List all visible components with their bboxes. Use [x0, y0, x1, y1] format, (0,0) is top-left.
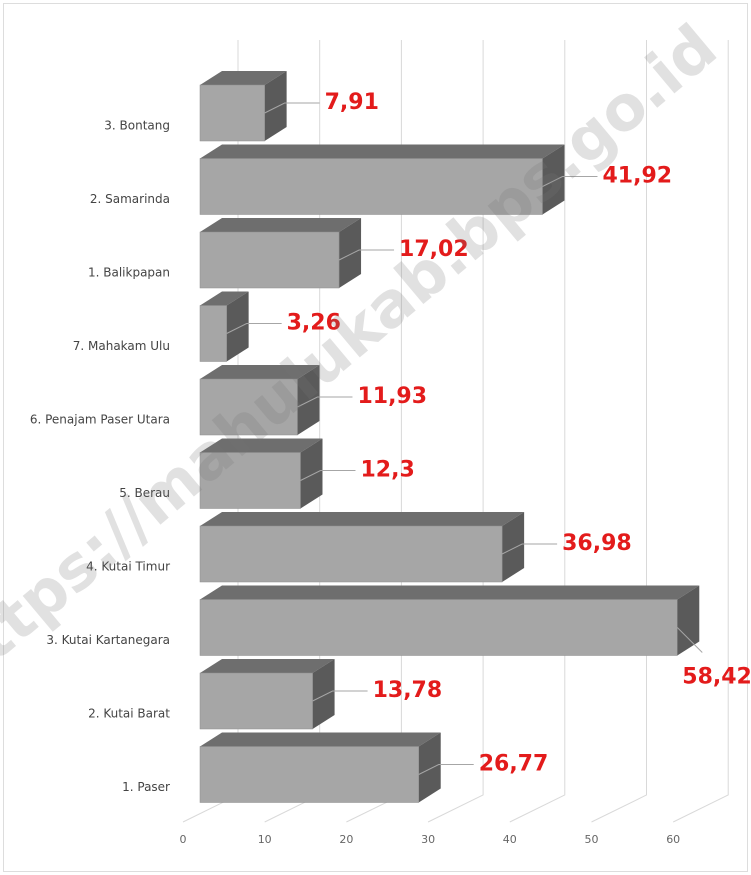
category-label: 3. Kutai Kartanegara: [46, 633, 170, 647]
bar-side: [297, 365, 320, 435]
data-label: 17,02: [399, 237, 469, 262]
grid-line: [509, 40, 566, 823]
category-label: 1. Paser: [122, 780, 170, 794]
bar-front: [199, 599, 678, 656]
bar-side: [677, 585, 700, 656]
data-label: 36,98: [562, 531, 632, 556]
bar: [199, 365, 320, 436]
bar-top: [200, 291, 249, 306]
leader-line: [312, 690, 368, 702]
leader-line: [264, 102, 320, 114]
bar-front: [199, 378, 298, 436]
category-label: 5. Berau: [119, 486, 170, 500]
x-tick-label: 20: [339, 833, 353, 846]
category-label: 1. Balikpapan: [88, 266, 170, 280]
leader-line: [542, 176, 598, 187]
bar-top: [200, 732, 441, 747]
bar: [199, 438, 323, 509]
bar-side: [542, 144, 565, 215]
x-tick-label: 40: [503, 833, 517, 846]
bar-top: [200, 218, 362, 232]
bar-side: [418, 732, 441, 803]
bar-front: [199, 84, 265, 142]
bar-top: [200, 144, 565, 159]
bar-front: [199, 305, 227, 362]
bar: [199, 144, 565, 215]
data-label: 13,78: [373, 678, 443, 703]
category-label: 3. Bontang: [104, 119, 170, 133]
bar: [199, 585, 700, 656]
bar-top: [200, 365, 320, 379]
bar-front: [199, 746, 419, 803]
bar-side: [264, 71, 287, 141]
bar-front: [199, 452, 301, 509]
leader-line: [501, 543, 558, 555]
category-label: 7. Mahakam Ulu: [73, 339, 170, 353]
leader-line: [300, 470, 356, 481]
data-label: 12,3: [360, 458, 414, 483]
bar-side: [502, 512, 525, 582]
bar-side: [226, 291, 249, 362]
grid-line: [672, 40, 729, 823]
x-tick-label: 60: [666, 833, 680, 846]
category-label: 2. Samarinda: [90, 192, 170, 206]
x-tick-label: 50: [585, 833, 599, 846]
bar-side: [312, 659, 335, 729]
x-tick-label: 30: [421, 833, 435, 846]
x-tick-label: 10: [258, 833, 272, 846]
data-label: 26,77: [479, 752, 549, 777]
x-tick-label: 0: [180, 833, 187, 846]
bar-top: [200, 71, 287, 85]
bar-front: [199, 231, 340, 289]
bar: [199, 512, 525, 583]
data-label: 58,42: [682, 665, 751, 690]
bar-top: [200, 585, 700, 600]
leader-line: [338, 249, 395, 261]
bar-side: [339, 218, 362, 288]
category-label: 2. Kutai Barat: [88, 707, 170, 721]
data-label: 11,93: [357, 384, 427, 409]
data-label: 41,92: [602, 164, 672, 189]
bar-front: [199, 672, 313, 730]
leader-line: [297, 396, 353, 408]
bar-top: [200, 512, 525, 526]
grid-line: [427, 40, 484, 823]
bar: [199, 291, 249, 362]
bar: [199, 732, 441, 803]
grid-line: [591, 40, 647, 823]
category-label: 6. Penajam Paser Utara: [30, 413, 170, 427]
bar: [199, 218, 362, 289]
leader-line: [418, 764, 474, 775]
leader-line: [676, 627, 703, 653]
bars: [199, 71, 700, 803]
bar-top: [200, 659, 335, 673]
bar-top: [200, 438, 323, 453]
data-label: 3,26: [287, 311, 341, 336]
bar-front: [199, 525, 503, 583]
bar-side: [300, 438, 323, 509]
bar: [199, 71, 287, 142]
leader-line: [226, 323, 282, 334]
data-label: 7,91: [325, 90, 379, 115]
bar-front: [199, 158, 543, 215]
category-label: 4. Kutai Timur: [86, 560, 170, 574]
bar: [199, 659, 335, 730]
labels: 3. Bontang 7,91 2. Samarinda 41,92 1. Balikp…: [30, 90, 751, 794]
